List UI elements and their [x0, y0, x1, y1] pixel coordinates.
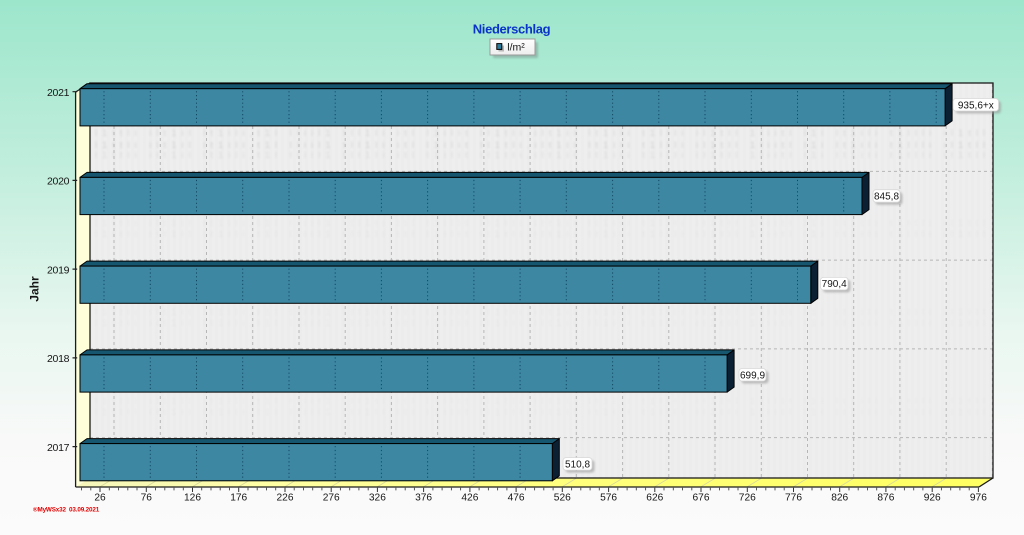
svg-text:726: 726 — [739, 493, 756, 504]
svg-text:626: 626 — [646, 493, 663, 504]
svg-text:2019: 2019 — [47, 264, 70, 276]
svg-text:226: 226 — [277, 493, 294, 504]
svg-text:926: 926 — [924, 493, 941, 504]
svg-text:976: 976 — [970, 493, 987, 504]
svg-text:826: 826 — [831, 493, 848, 504]
svg-text:376: 376 — [415, 493, 432, 504]
svg-text:699,9: 699,9 — [740, 370, 765, 381]
svg-text:326: 326 — [369, 493, 386, 504]
svg-text:l/m²: l/m² — [507, 42, 525, 54]
svg-text:576: 576 — [600, 493, 617, 504]
svg-text:126: 126 — [184, 493, 201, 504]
svg-text:76: 76 — [141, 493, 153, 504]
svg-text:2017: 2017 — [47, 442, 70, 454]
svg-text:845,8: 845,8 — [874, 192, 899, 203]
svg-text:®MyWSx32 03.09.2021: ®MyWSx32 03.09.2021 — [33, 506, 100, 514]
svg-text:876: 876 — [877, 493, 894, 504]
svg-text:510,8: 510,8 — [565, 459, 590, 470]
svg-text:Jahr: Jahr — [28, 276, 42, 302]
svg-text:2021: 2021 — [47, 87, 70, 99]
svg-text:Niederschlag: Niederschlag — [473, 22, 551, 37]
svg-text:476: 476 — [508, 493, 525, 504]
svg-text:676: 676 — [693, 493, 710, 504]
svg-text:2018: 2018 — [47, 353, 70, 365]
svg-text:526: 526 — [554, 493, 571, 504]
svg-text:176: 176 — [230, 493, 247, 504]
svg-text:790,4: 790,4 — [822, 279, 847, 290]
svg-text:776: 776 — [785, 493, 802, 504]
svg-text:26: 26 — [94, 493, 106, 504]
svg-text:276: 276 — [323, 493, 340, 504]
svg-text:935,6+x: 935,6+x — [958, 100, 994, 111]
svg-text:426: 426 — [461, 493, 478, 504]
svg-text:2020: 2020 — [47, 176, 70, 188]
